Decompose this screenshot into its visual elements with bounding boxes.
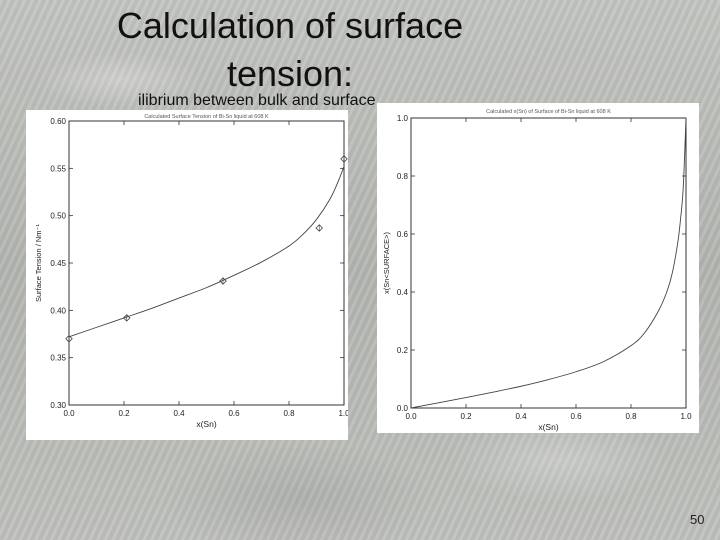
slide-title: Calculation of surface tension: — [116, 5, 464, 94]
x-tick-label: 0.4 — [515, 412, 527, 421]
plot-frame — [410, 117, 687, 409]
y-tick-label: 0.40 — [50, 306, 66, 315]
x-tick-label: 0.2 — [460, 412, 472, 421]
x-tick-label: 0.6 — [228, 409, 240, 418]
y-tick-label: 0.0 — [397, 404, 409, 413]
slide-subtitle: ilibrium between bulk and surface — [20, 92, 660, 118]
x-tick-label: 0.4 — [173, 409, 185, 418]
chart-panel-surface-tension: Calculated Surface Tension of Bi-Sn liqu… — [26, 110, 348, 440]
y-tick-label: 1.0 — [397, 114, 409, 123]
x-tick-label: 0.2 — [118, 409, 130, 418]
page-number: 50 — [690, 512, 705, 527]
y-tick-label: 0.35 — [50, 354, 66, 363]
chart-panel-surface-composition: Calculated x(Sn) of Surface of Bi-Sn liq… — [377, 103, 699, 433]
series-line — [68, 166, 345, 338]
y-tick-label: 0.45 — [50, 259, 66, 268]
chart-title: Calculated x(Sn) of Surface of Bi-Sn liq… — [486, 109, 611, 115]
y-tick-label: 0.2 — [397, 346, 409, 355]
surface-composition-chart: Calculated x(Sn) of Surface of Bi-Sn liq… — [382, 109, 692, 432]
x-tick-label: 1.0 — [680, 412, 692, 421]
x-axis-label: x(Sn) — [538, 422, 558, 432]
x-tick-label: 0.8 — [283, 409, 295, 418]
subtitle-text: ilibrium between bulk and surface — [138, 92, 376, 109]
plot-frame — [68, 120, 345, 406]
y-tick-label: 0.4 — [397, 288, 409, 297]
y-axis-label: x(Sn<SURFACE>) — [382, 231, 391, 294]
y-tick-label: 0.55 — [50, 164, 66, 173]
data-point-diamond — [122, 314, 131, 322]
y-tick-label: 0.30 — [50, 401, 66, 410]
data-point-diamond — [219, 277, 227, 285]
x-axis-label: x(Sn) — [196, 419, 216, 429]
surface-tension-chart: Calculated Surface Tension of Bi-Sn liqu… — [34, 114, 348, 429]
y-tick-label: 0.60 — [50, 117, 66, 126]
y-tick-label: 0.50 — [50, 212, 66, 221]
x-tick-label: 1.0 — [338, 409, 348, 418]
x-tick-label: 0.0 — [63, 409, 75, 418]
y-tick-label: 0.6 — [397, 230, 409, 239]
data-point-diamond — [340, 155, 348, 163]
chart-title: Calculated Surface Tension of Bi-Sn liqu… — [144, 114, 269, 120]
series-line — [410, 117, 687, 409]
x-tick-label: 0.8 — [625, 412, 637, 421]
y-tick-label: 0.8 — [397, 172, 409, 181]
x-tick-label: 0.6 — [570, 412, 582, 421]
x-tick-label: 0.0 — [405, 412, 417, 421]
y-axis-label: Surface Tension / Nm⁻¹ — [34, 223, 43, 302]
